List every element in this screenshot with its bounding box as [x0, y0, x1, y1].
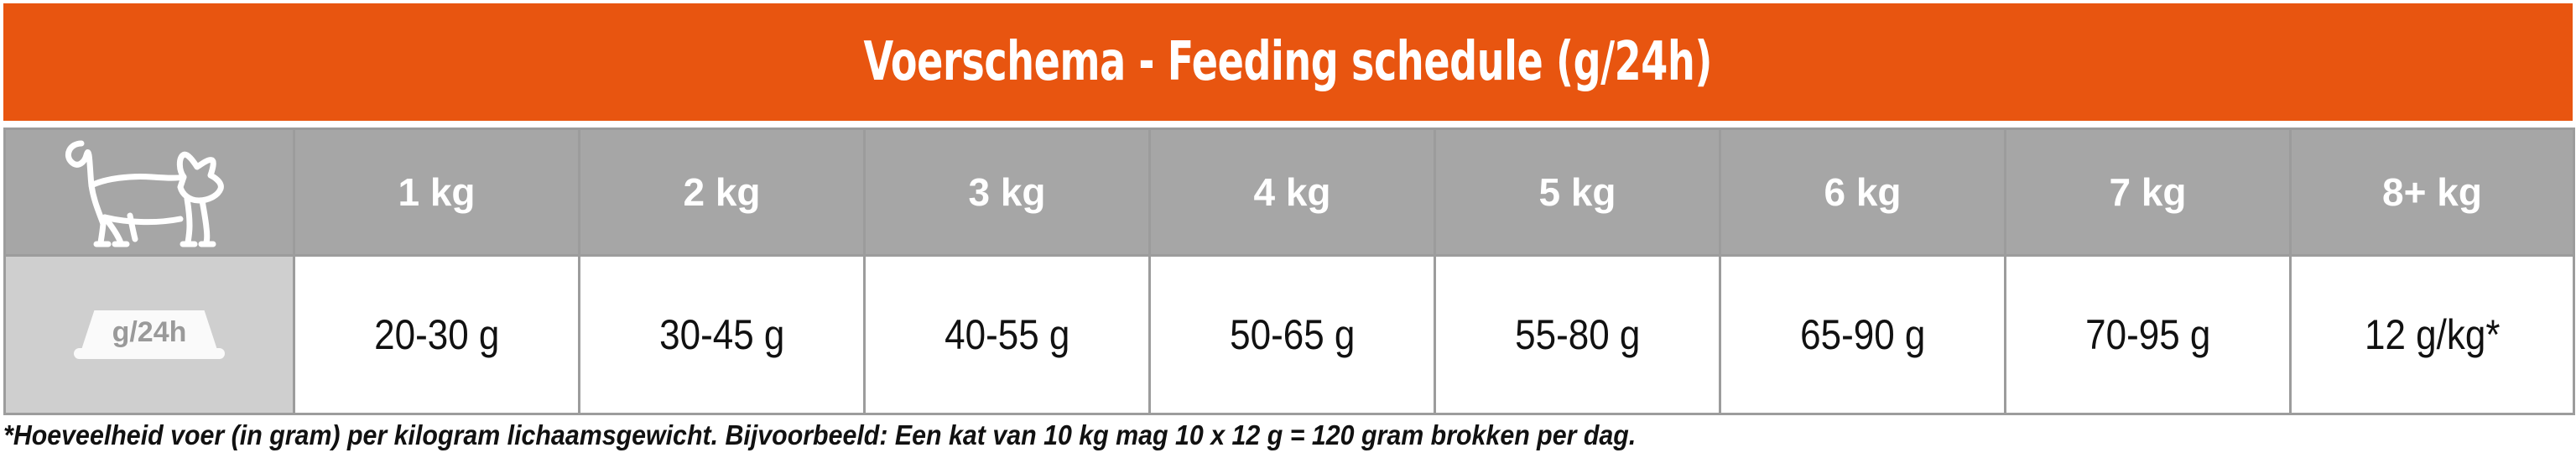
header-cell-4kg: 4 kg [1148, 128, 1436, 257]
table-header-row: 1 kg 2 kg 3 kg 4 kg 5 kg 6 kg 7 kg 8+ kg [3, 128, 2575, 257]
table-cell-value: 70-95 g [2004, 254, 2292, 415]
value-text: 20-30 g [373, 311, 500, 358]
header-label: 1 kg [398, 170, 476, 214]
header-label: 8+ kg [2382, 170, 2482, 214]
table-data-row: g/24h 20-30 g 30-45 g 40-55 g 50-65 g 55… [3, 254, 2575, 415]
header-cell-3kg: 3 kg [863, 128, 1151, 257]
table-cell-value: 50-65 g [1148, 254, 1436, 415]
header-cell-1kg: 1 kg [293, 128, 580, 257]
table-cell-value: 20-30 g [293, 254, 580, 415]
header-label: 6 kg [1824, 170, 1902, 214]
table-cell-value: 55-80 g [1434, 254, 1721, 415]
header-cell-8plus-kg: 8+ kg [2289, 128, 2575, 257]
title-band: Voerschema - Feeding schedule (g/24h) [3, 3, 2573, 121]
value-text: 70-95 g [2084, 311, 2211, 358]
value-text: 50-65 g [1229, 311, 1356, 358]
value-text: 65-90 g [1799, 311, 1926, 358]
header-label: 3 kg [968, 170, 1046, 214]
bowl-label: g/24h [112, 316, 187, 348]
value-text: 55-80 g [1514, 311, 1641, 358]
header-cell-5kg: 5 kg [1434, 128, 1721, 257]
header-cell-7kg: 7 kg [2004, 128, 2292, 257]
food-bowl-icon: g/24h [74, 310, 225, 359]
table-cell-value: 40-55 g [863, 254, 1151, 415]
cat-icon-cell [3, 128, 295, 257]
food-bowl-cell: g/24h [3, 254, 295, 415]
feeding-schedule-table: 1 kg 2 kg 3 kg 4 kg 5 kg 6 kg 7 kg 8+ kg… [3, 128, 2575, 415]
cat-icon [6, 130, 293, 254]
page-title: Voerschema - Feeding schedule (g/24h) [863, 31, 1713, 93]
table-cell-value: 30-45 g [578, 254, 866, 415]
value-text: 12 g/kg* [2364, 311, 2501, 358]
table-cell-value: 65-90 g [1719, 254, 2006, 415]
table-cell-value: 12 g/kg* [2289, 254, 2575, 415]
bowl-base [74, 348, 225, 359]
footnote: *Hoeveelheid voer (in gram) per kilogram… [3, 419, 1637, 450]
header-cell-2kg: 2 kg [578, 128, 866, 257]
header-cell-6kg: 6 kg [1719, 128, 2006, 257]
value-text: 30-45 g [658, 311, 785, 358]
header-label: 4 kg [1253, 170, 1331, 214]
header-label: 5 kg [1538, 170, 1616, 214]
bowl-body [81, 310, 218, 352]
value-text: 40-55 g [944, 311, 1070, 358]
header-label: 7 kg [2109, 170, 2187, 214]
header-label: 2 kg [683, 170, 761, 214]
